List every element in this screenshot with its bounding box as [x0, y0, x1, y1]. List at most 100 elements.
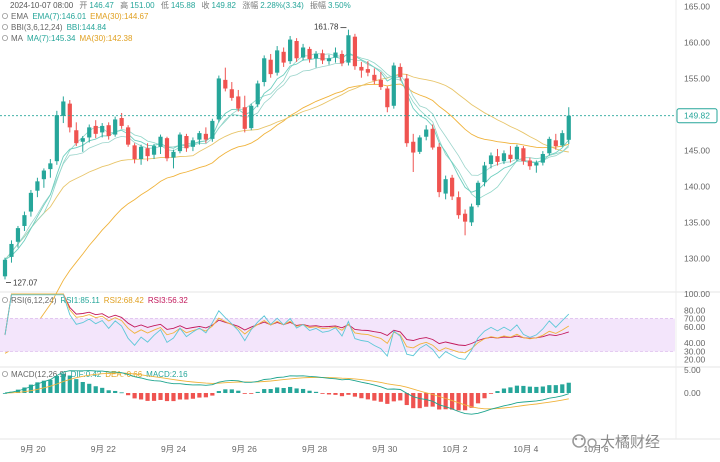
macd-bar [119, 392, 124, 394]
y-tick-label: 130.00 [684, 253, 710, 263]
macd-bar [326, 393, 332, 395]
candle [2, 259, 8, 277]
macd-bar [307, 390, 312, 394]
macd-bar [514, 385, 520, 394]
macd-bar [456, 393, 461, 411]
candle [54, 115, 59, 162]
candle [462, 213, 468, 222]
candle [560, 133, 565, 146]
candle [456, 197, 461, 216]
candle [378, 79, 383, 88]
candle [61, 101, 66, 116]
candle [210, 120, 215, 139]
candle [385, 88, 390, 108]
eye-icon[interactable] [2, 12, 8, 19]
macd-bar [2, 393, 8, 394]
eye-icon[interactable] [2, 35, 8, 42]
rsi2-line [4, 293, 570, 354]
candle [313, 53, 319, 59]
candle [171, 151, 176, 158]
candle [508, 154, 513, 160]
macd-bar [346, 393, 351, 395]
macd-bar [378, 393, 383, 402]
svg-text:BBI(3,6,12,24)BBI:144.84: BBI(3,6,12,24) BBI:144.84 [11, 23, 107, 32]
macd-bar [190, 393, 196, 399]
y-tick-label: 155.00 [684, 73, 710, 83]
legend-macd[interactable]: MACD(12,26,9) DIF:0.42 DEA:-0.66 MACD:2.16 [2, 370, 188, 379]
candle [203, 133, 208, 140]
candle [443, 179, 448, 194]
y-tick-label: 145.00 [684, 145, 710, 155]
y-tick-label: 140.00 [684, 181, 710, 191]
candle [547, 138, 552, 154]
candle [288, 39, 293, 62]
candle [177, 134, 183, 152]
macd-bar [197, 393, 202, 398]
macd-bar [80, 382, 85, 394]
macd-bar [15, 389, 21, 394]
last-price-label: 149.82 [684, 111, 710, 121]
candle [255, 83, 260, 105]
macd-bar [262, 389, 267, 394]
macd-bar [313, 391, 319, 394]
macd-bar [177, 393, 183, 400]
macd-y-tick-label: 0.00 [684, 388, 701, 398]
macd-bar [547, 385, 552, 394]
macd-bar [35, 382, 40, 394]
eye-icon[interactable] [2, 23, 8, 30]
candle [106, 125, 111, 137]
macd-bar [216, 391, 221, 394]
eye-icon[interactable] [2, 296, 8, 303]
dif-line [4, 370, 569, 415]
legend-rsi[interactable]: RSI(6,12,24) RSI1:85.11 RSI2:68.42 RSI3:56.… [2, 296, 188, 305]
candle [145, 148, 150, 157]
macd-bar [171, 393, 176, 402]
macd-bar [294, 388, 299, 394]
legend-ma[interactable]: MA MA(7):145.34 MA(30):142.38 [2, 34, 133, 43]
legend-ema[interactable]: EMA EMA(7):146.01 EMA(30):144.67 [2, 12, 149, 21]
macd-bar [242, 393, 247, 394]
candle [450, 177, 455, 197]
ma7-line [4, 52, 570, 261]
rsi-y-tick-label: 100.00 [684, 289, 710, 299]
last-price-tag [676, 108, 718, 124]
candle [430, 128, 435, 148]
macd-bar [126, 393, 131, 396]
candle [190, 140, 196, 147]
candle [93, 125, 98, 134]
x-tick-label: 9月 30 [372, 444, 397, 454]
macd-bar [93, 386, 98, 394]
macd-bar [450, 393, 455, 410]
candle [236, 96, 241, 109]
candle [151, 146, 157, 155]
macd-bar [87, 383, 92, 394]
macd-bar [417, 393, 422, 409]
candle [437, 146, 442, 193]
macd-bar [151, 393, 157, 401]
macd-bar [223, 389, 228, 394]
macd-bar [61, 373, 66, 394]
macd-bar [462, 393, 468, 411]
macd-bar [28, 384, 34, 394]
candle [223, 79, 228, 89]
macd-bar [100, 387, 105, 394]
legend-bbi[interactable]: BBI(3,6,12,24) BBI:144.84 [2, 23, 107, 32]
macd-bar [210, 393, 215, 396]
high-label: 161.78 [314, 23, 339, 32]
candle [164, 138, 170, 159]
candle [9, 243, 14, 257]
candle [411, 141, 416, 153]
candle [346, 35, 351, 63]
x-tick-label: 9月 24 [161, 444, 186, 454]
macd-bar [534, 386, 539, 394]
eye-icon[interactable] [2, 370, 8, 377]
candle [268, 59, 273, 75]
macd-bar [288, 386, 293, 394]
candle [229, 89, 234, 98]
candle [132, 145, 137, 160]
macd-bar [411, 393, 416, 409]
candle [41, 170, 46, 180]
